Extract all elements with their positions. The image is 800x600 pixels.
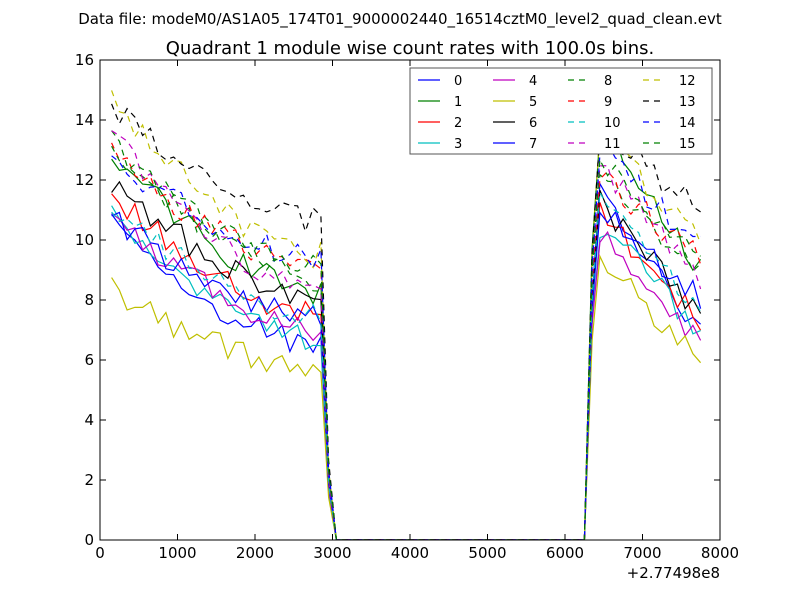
ticks-group: 0 1000 2000 3000 4000 5000 6000 7000 80000246810…: [75, 51, 739, 562]
x-tick-label: 8000: [701, 544, 739, 562]
series-line-4: [111, 212, 702, 540]
series-line-3: [111, 205, 701, 540]
legend-label-11: 11: [604, 137, 621, 152]
legend-label-5: 5: [529, 95, 537, 110]
y-tick-label: 14: [75, 111, 94, 129]
legend-box: [409, 67, 713, 155]
series-line-15: [111, 145, 701, 540]
y-tick-label: 8: [84, 291, 94, 309]
y-tick-label: 10: [75, 231, 94, 249]
legend-label-13: 13: [679, 95, 696, 110]
series-line-12: [111, 90, 702, 540]
data-file-header: Data file: modeM0/AS1A05_174T01_90000024…: [78, 10, 722, 29]
legend-label-6: 6: [529, 116, 537, 131]
x-tick-label: 0: [95, 544, 105, 562]
y-tick-label: 2: [84, 471, 94, 489]
series-line-10: [111, 190, 702, 540]
series-line-5: [111, 254, 702, 540]
y-tick-label: 4: [84, 411, 94, 429]
x-tick-label: 7000: [623, 544, 661, 562]
y-tick-label: 16: [75, 51, 94, 69]
y-tick-label: 6: [84, 351, 94, 369]
y-tick-label: 12: [75, 171, 94, 189]
legend-label-9: 9: [604, 95, 612, 110]
legend-label-8: 8: [604, 74, 612, 89]
x-tick-label: 3000: [313, 544, 351, 562]
legend-label-0: 0: [454, 74, 462, 89]
legend-label-1: 1: [454, 95, 462, 110]
x-tick-label: 2000: [236, 544, 274, 562]
legend-label-10: 10: [604, 116, 621, 131]
series-group: [111, 90, 702, 540]
legend-label-12: 12: [679, 74, 696, 89]
series-line-6: [111, 180, 702, 540]
x-tick-label: 6000: [546, 544, 584, 562]
legend-label-4: 4: [529, 74, 537, 89]
series-line-0: [111, 181, 702, 540]
series-line-7: [111, 210, 702, 540]
legend-label-15: 15: [679, 137, 696, 152]
legend-label-14: 14: [679, 116, 696, 131]
series-line-9: [111, 142, 702, 540]
series-line-1: [111, 133, 702, 540]
x-offset-label: +2.77498e8: [627, 564, 720, 582]
y-tick-label: 0: [84, 531, 94, 549]
x-tick-label: 5000: [468, 544, 506, 562]
legend-label-7: 7: [529, 137, 537, 152]
series-line-14: [111, 143, 701, 540]
legend-label-2: 2: [454, 116, 462, 131]
x-tick-label: 4000: [391, 544, 429, 562]
series-line-11: [111, 130, 702, 540]
series-line-13: [111, 103, 701, 540]
chart-title: Quadrant 1 module wise count rates with …: [166, 38, 655, 59]
x-tick-label: 1000: [158, 544, 196, 562]
series-line-2: [111, 193, 702, 540]
legend-label-3: 3: [454, 137, 462, 152]
